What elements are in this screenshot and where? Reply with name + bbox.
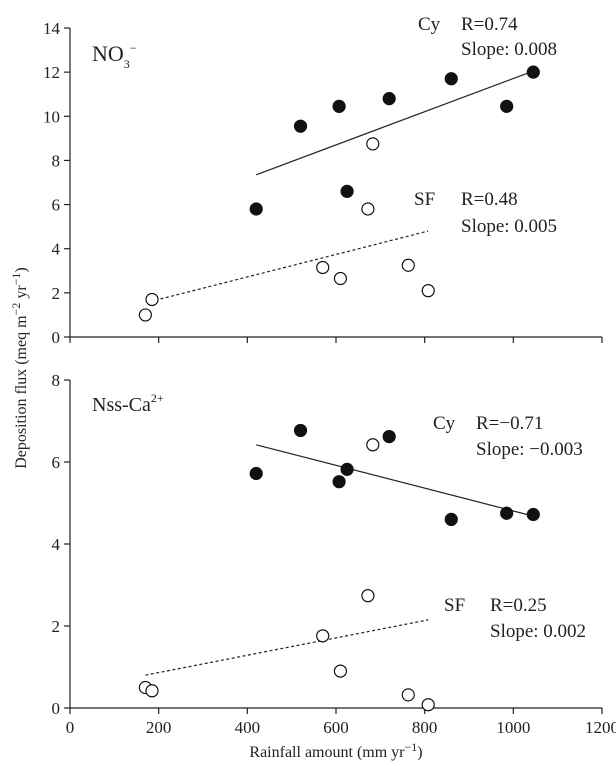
sf-point xyxy=(145,684,159,698)
sf-fit-line xyxy=(145,619,429,676)
cy-fit-line xyxy=(255,70,534,176)
sf-r-label-2: R=0.25 xyxy=(490,595,547,616)
x-tick-label: 1200 xyxy=(585,718,616,737)
no3-label: NO3− xyxy=(92,41,137,71)
y-tick-label: 4 xyxy=(52,240,61,259)
cy-point xyxy=(500,506,514,520)
y-tick-label: 4 xyxy=(52,535,61,554)
cy-point xyxy=(526,65,540,79)
cy-name-label: Cy xyxy=(418,14,441,35)
x-tick-label: 600 xyxy=(323,718,349,737)
x-tick-label: 1000 xyxy=(496,718,530,737)
cy-point xyxy=(249,466,263,481)
x-tick-label: 0 xyxy=(66,718,75,737)
sf-point xyxy=(316,260,330,275)
cy-slope-label-2: Slope: −0.003 xyxy=(476,439,583,460)
x-tick-label: 800 xyxy=(412,718,438,737)
cy-point xyxy=(340,462,354,476)
y-tick-label: 8 xyxy=(52,371,61,390)
cy-r-label: R=0.74 xyxy=(461,14,518,35)
y-ticks: 0 2 4 6 8 10 12 14 xyxy=(43,19,603,347)
cy-r-label-2: R=−0.71 xyxy=(476,413,543,434)
cy-point xyxy=(382,92,396,106)
y-tick-label: 14 xyxy=(43,19,61,38)
cy-point xyxy=(249,202,263,216)
sf-r-label: R=0.48 xyxy=(461,189,518,210)
sf-point xyxy=(401,688,415,702)
sf-point xyxy=(366,137,380,151)
sf-point xyxy=(421,698,435,712)
sf-point xyxy=(366,438,380,452)
sf-name-label-2: SF xyxy=(444,595,465,616)
cy-point xyxy=(382,429,396,444)
y-tick-label: 0 xyxy=(52,699,61,718)
cy-point xyxy=(444,512,458,527)
sf-point xyxy=(401,258,415,272)
y-axis-label: Deposition flux (meq m−2 yr−1) xyxy=(9,267,30,469)
y-tick-label: 2 xyxy=(52,617,61,636)
y-ticks: 0 2 4 6 8 0 200 400 600 800 1000 1200 xyxy=(52,371,616,737)
cy-point xyxy=(332,99,346,113)
sf-slope-label: Slope: 0.005 xyxy=(461,216,557,237)
sf-point xyxy=(361,589,375,603)
y-tick-label: 6 xyxy=(52,453,61,472)
sf-point xyxy=(145,292,159,307)
ca-label: Nss-Ca2+ xyxy=(92,391,164,416)
cy-slope-label: Slope: 0.008 xyxy=(461,39,557,60)
y-tick-label: 8 xyxy=(52,151,61,170)
sf-fit-line xyxy=(149,230,429,303)
x-tick-label: 200 xyxy=(146,718,172,737)
x-tick-label: 400 xyxy=(235,718,261,737)
y-tick-label: 10 xyxy=(43,107,60,126)
x-axis-label: Rainfall amount (mm yr−1) xyxy=(249,740,422,761)
y-tick-label: 2 xyxy=(52,284,61,303)
cy-point xyxy=(444,72,458,86)
sf-point xyxy=(333,664,348,678)
sf-point xyxy=(361,202,375,216)
sf-slope-label-2: Slope: 0.002 xyxy=(490,621,586,642)
cy-point xyxy=(340,184,354,198)
no3-panel: NO3− Cy R=0.74 Slope: 0.008 SF R=0.48 Sl… xyxy=(43,14,603,347)
sf-point xyxy=(138,308,152,322)
cy-point xyxy=(500,99,514,113)
cy-name-label-2: Cy xyxy=(433,413,456,434)
y-tick-label: 0 xyxy=(52,328,61,347)
cy-point xyxy=(332,475,346,489)
cy-point xyxy=(526,507,540,522)
y-tick-label: 6 xyxy=(52,196,61,215)
sf-point xyxy=(333,271,348,286)
sf-point xyxy=(316,629,330,643)
cy-point xyxy=(293,423,308,438)
y-tick-label: 12 xyxy=(43,63,60,82)
cy-point xyxy=(293,119,308,133)
cy-fit-line xyxy=(256,444,534,517)
sf-name-label: SF xyxy=(414,189,435,210)
sf-point xyxy=(421,284,435,298)
ca-panel: Nss-Ca2+ Cy R=−0.71 Slope: −0.003 SF R=0… xyxy=(52,371,616,737)
